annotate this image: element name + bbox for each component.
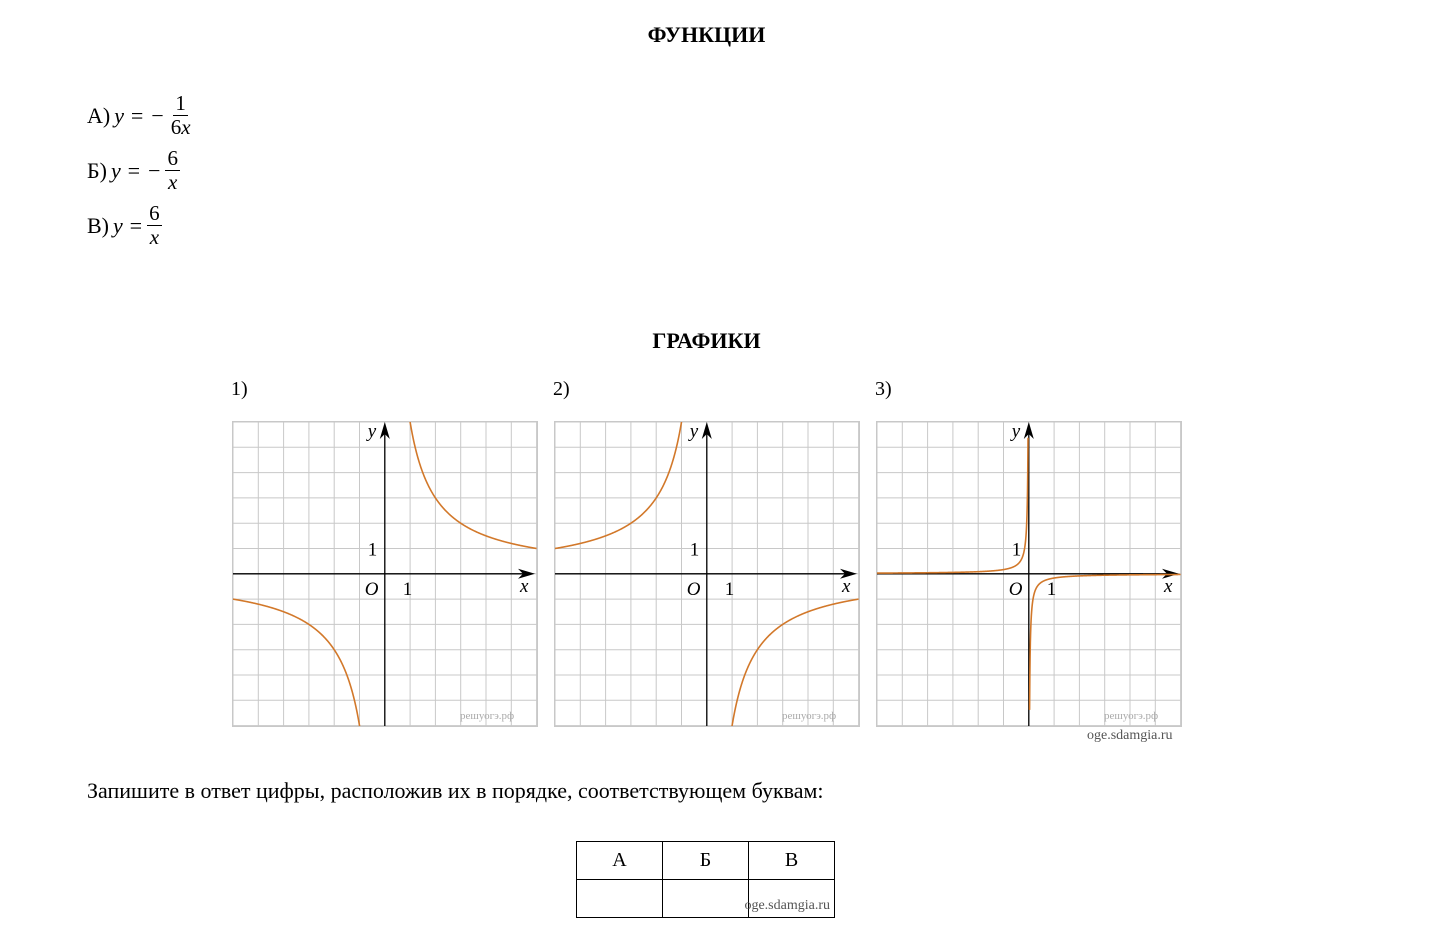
function-b: Б) y = − 6 x <box>87 146 180 194</box>
graph-border <box>232 421 538 727</box>
answer-header-b: Б <box>662 841 749 880</box>
y-axis-arrow <box>1023 422 1034 439</box>
functions-heading: ФУНКЦИИ <box>647 22 766 47</box>
graph-1-svg: y x O 1 1 решуогэ.рф <box>232 417 538 731</box>
fraction-numerator: 6 <box>147 201 162 227</box>
y-tick-label-1: 1 <box>1012 540 1022 561</box>
y-axis-label: y <box>688 421 699 442</box>
function-lhs: y = − <box>110 157 162 183</box>
graph-3-svg: y x O 1 1 решуогэ.рф <box>876 421 1182 727</box>
fraction-denominator: x <box>166 171 179 194</box>
answer-header-row: А Б В <box>576 841 835 880</box>
graph-border <box>876 421 1182 727</box>
watermark: решуогэ.рф <box>460 710 514 722</box>
y-tick-label-1: 1 <box>368 540 378 561</box>
denominator-coef: 6 <box>170 115 182 140</box>
fraction-numerator: 6 <box>165 146 180 172</box>
answer-header-c: В <box>748 841 835 880</box>
fraction: 6 x <box>165 146 180 194</box>
graph-border <box>554 421 860 727</box>
x-tick-label-1: 1 <box>725 579 735 600</box>
graph-2: y x O 1 1 решуогэ.рф <box>554 417 860 731</box>
x-tick-label-1: 1 <box>403 579 413 600</box>
answer-cell-c[interactable]: oge.sdamgia.ru <box>744 879 835 918</box>
graph-label-3: 3) <box>875 378 892 400</box>
hyperbola-branch-left <box>232 598 362 731</box>
graph-1: y x O 1 1 решуогэ.рф <box>232 417 538 731</box>
graph-label-2: 2) <box>553 378 570 400</box>
origin-label: O <box>365 579 379 600</box>
watermark: решуогэ.рф <box>782 710 836 722</box>
graph-3: y x O 1 1 решуогэ.рф <box>876 421 1182 727</box>
answer-cell-b[interactable] <box>662 879 749 918</box>
y-axis-label: y <box>366 421 377 442</box>
source-link: oge.sdamgia.ru <box>1087 728 1173 743</box>
hyperbola-branch-right <box>1028 573 1181 710</box>
x-axis-label: x <box>1163 576 1173 597</box>
x-axis-label: x <box>841 576 851 597</box>
answer-cell-a[interactable] <box>576 879 663 918</box>
y-axis-label: y <box>1010 421 1021 442</box>
x-axis-arrow <box>840 568 857 579</box>
fraction: 6 x <box>147 201 162 249</box>
origin-label: O <box>687 579 701 600</box>
x-axis-arrow <box>518 568 535 579</box>
function-letter: А) <box>87 102 111 128</box>
watermark: решуогэ.рф <box>1104 710 1158 722</box>
hyperbola-branch-right <box>730 598 859 731</box>
function-lhs: y = <box>113 212 144 238</box>
denominator-var: x <box>181 115 191 140</box>
hyperbola-branch-left <box>554 417 684 550</box>
instruction-text: Запишите в ответ цифры, расположив их в … <box>87 778 824 803</box>
function-letter: Б) <box>87 157 107 183</box>
answer-value-row: oge.sdamgia.ru <box>576 879 835 918</box>
answer-table: А Б В oge.sdamgia.ru <box>576 841 835 918</box>
denominator-var: x <box>168 170 178 195</box>
table-source-link: oge.sdamgia.ru <box>744 898 830 913</box>
function-letter: В) <box>87 212 109 238</box>
answer-header-a: А <box>576 841 663 880</box>
fraction-numerator: 1 <box>173 91 188 117</box>
y-axis-arrow <box>379 422 390 439</box>
hyperbola-branch-right <box>408 417 537 550</box>
fraction: 1 6x <box>169 91 193 139</box>
x-axis-label: x <box>519 576 529 597</box>
graph-label-1: 1) <box>231 378 248 400</box>
function-a: А) y = − 1 6x <box>87 91 193 139</box>
y-tick-label-1: 1 <box>690 540 700 561</box>
graph-2-svg: y x O 1 1 решуогэ.рф <box>554 417 860 731</box>
x-tick-label-1: 1 <box>1047 579 1057 600</box>
hyperbola-branch-left <box>877 437 1029 574</box>
function-lhs: y = − <box>114 102 165 128</box>
origin-label: O <box>1009 579 1023 600</box>
denominator-var: x <box>149 225 160 250</box>
y-axis-arrow <box>701 422 712 439</box>
fraction-denominator: x <box>148 226 161 249</box>
function-c: В) y = 6 x <box>87 201 162 249</box>
graphs-heading: ГРАФИКИ <box>652 328 761 353</box>
fraction-denominator: 6x <box>169 116 193 139</box>
